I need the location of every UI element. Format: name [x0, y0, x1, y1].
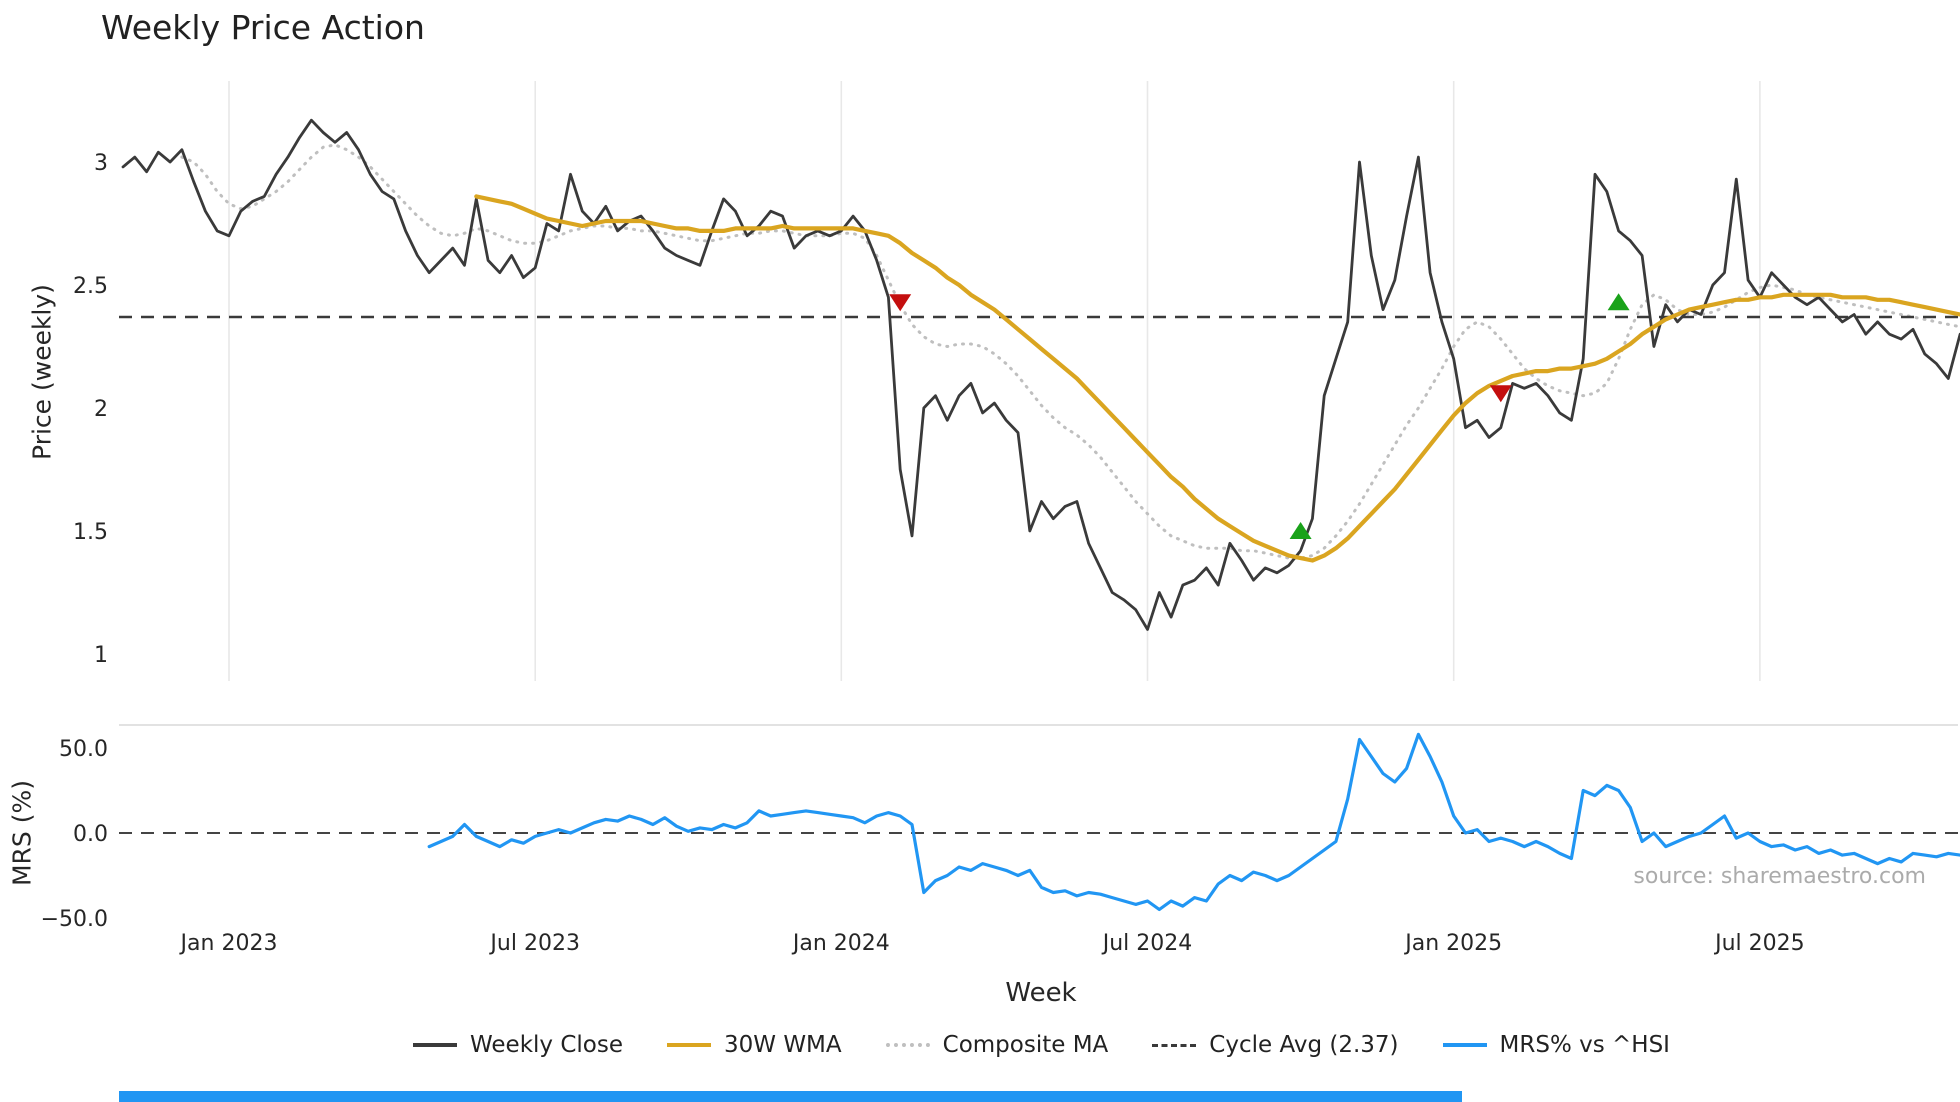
legend-item-mrs-vs-hsi: MRS% vs ^HSI [1442, 1032, 1670, 1058]
dashed-line-swatch-icon [1152, 1043, 1197, 1047]
price-ytick-label: 3 [94, 151, 108, 176]
series-line-weekly-close [121, 118, 1960, 631]
legend-item-cycle-avg-2-37: Cycle Avg (2.37) [1152, 1032, 1399, 1058]
series-line-mrs-vs-hsi [427, 732, 1960, 912]
legend-label: Cycle Avg (2.37) [1209, 1032, 1399, 1058]
solid-line-swatch-icon [1442, 1043, 1487, 1047]
chart-legend: Weekly Close 30W WMA Composite MA Cycle Avg… [123, 1032, 1960, 1058]
mrs-ytick-label: 0.0 [73, 822, 108, 847]
x-tick-label: Jul 2023 [488, 931, 580, 956]
legend-label: MRS% vs ^HSI [1499, 1032, 1670, 1058]
legend-item-weekly-close: Weekly Close [413, 1032, 623, 1058]
mrs-ytick-label: 50.0 [59, 737, 108, 762]
solid-line-swatch-icon [667, 1043, 711, 1047]
price-ytick-label: 2 [94, 397, 108, 422]
x-tick-label: Jul 2025 [1713, 931, 1805, 956]
price-ytick-label: 1 [94, 643, 108, 668]
series-line-30w-wma [474, 194, 1960, 563]
price-ytick-label: 1.5 [73, 520, 108, 545]
price-axis-label: Price (weekly) [27, 284, 57, 460]
x-tick-label: Jan 2024 [791, 931, 890, 956]
legend-label: Composite MA [942, 1032, 1109, 1058]
x-tick-label: Jul 2024 [1101, 931, 1193, 956]
legend-label: 30W WMA [724, 1032, 842, 1058]
mrs-axis-label: MRS (%) [7, 779, 37, 887]
legend-item-30w-wma: 30W WMA [667, 1032, 842, 1058]
chart-title: Weekly Price Action [101, 8, 425, 47]
x-axis-label: Week [1005, 978, 1077, 1008]
legend-item-composite-ma: Composite MA [885, 1032, 1109, 1058]
source-credit: source: sharemaestro.com [1633, 864, 1926, 889]
buy-signal-triangle-icon [1289, 522, 1312, 539]
legend-label: Weekly Close [470, 1032, 623, 1058]
x-tick-label: Jan 2025 [1403, 931, 1502, 956]
price-ytick-label: 2.5 [73, 274, 108, 299]
solid-line-swatch-icon [413, 1043, 458, 1047]
x-tick-label: Jan 2023 [179, 931, 278, 956]
bottom-blue-bar[interactable] [119, 1091, 1462, 1102]
mrs-ytick-label: −50.0 [41, 907, 108, 932]
sell-signal-triangle-icon [889, 294, 912, 312]
dotted-line-swatch-icon [885, 1043, 930, 1047]
buy-signal-triangle-icon [1607, 293, 1630, 311]
sell-signal-triangle-icon [1489, 385, 1512, 403]
series-line-composite-ma [180, 143, 1960, 560]
